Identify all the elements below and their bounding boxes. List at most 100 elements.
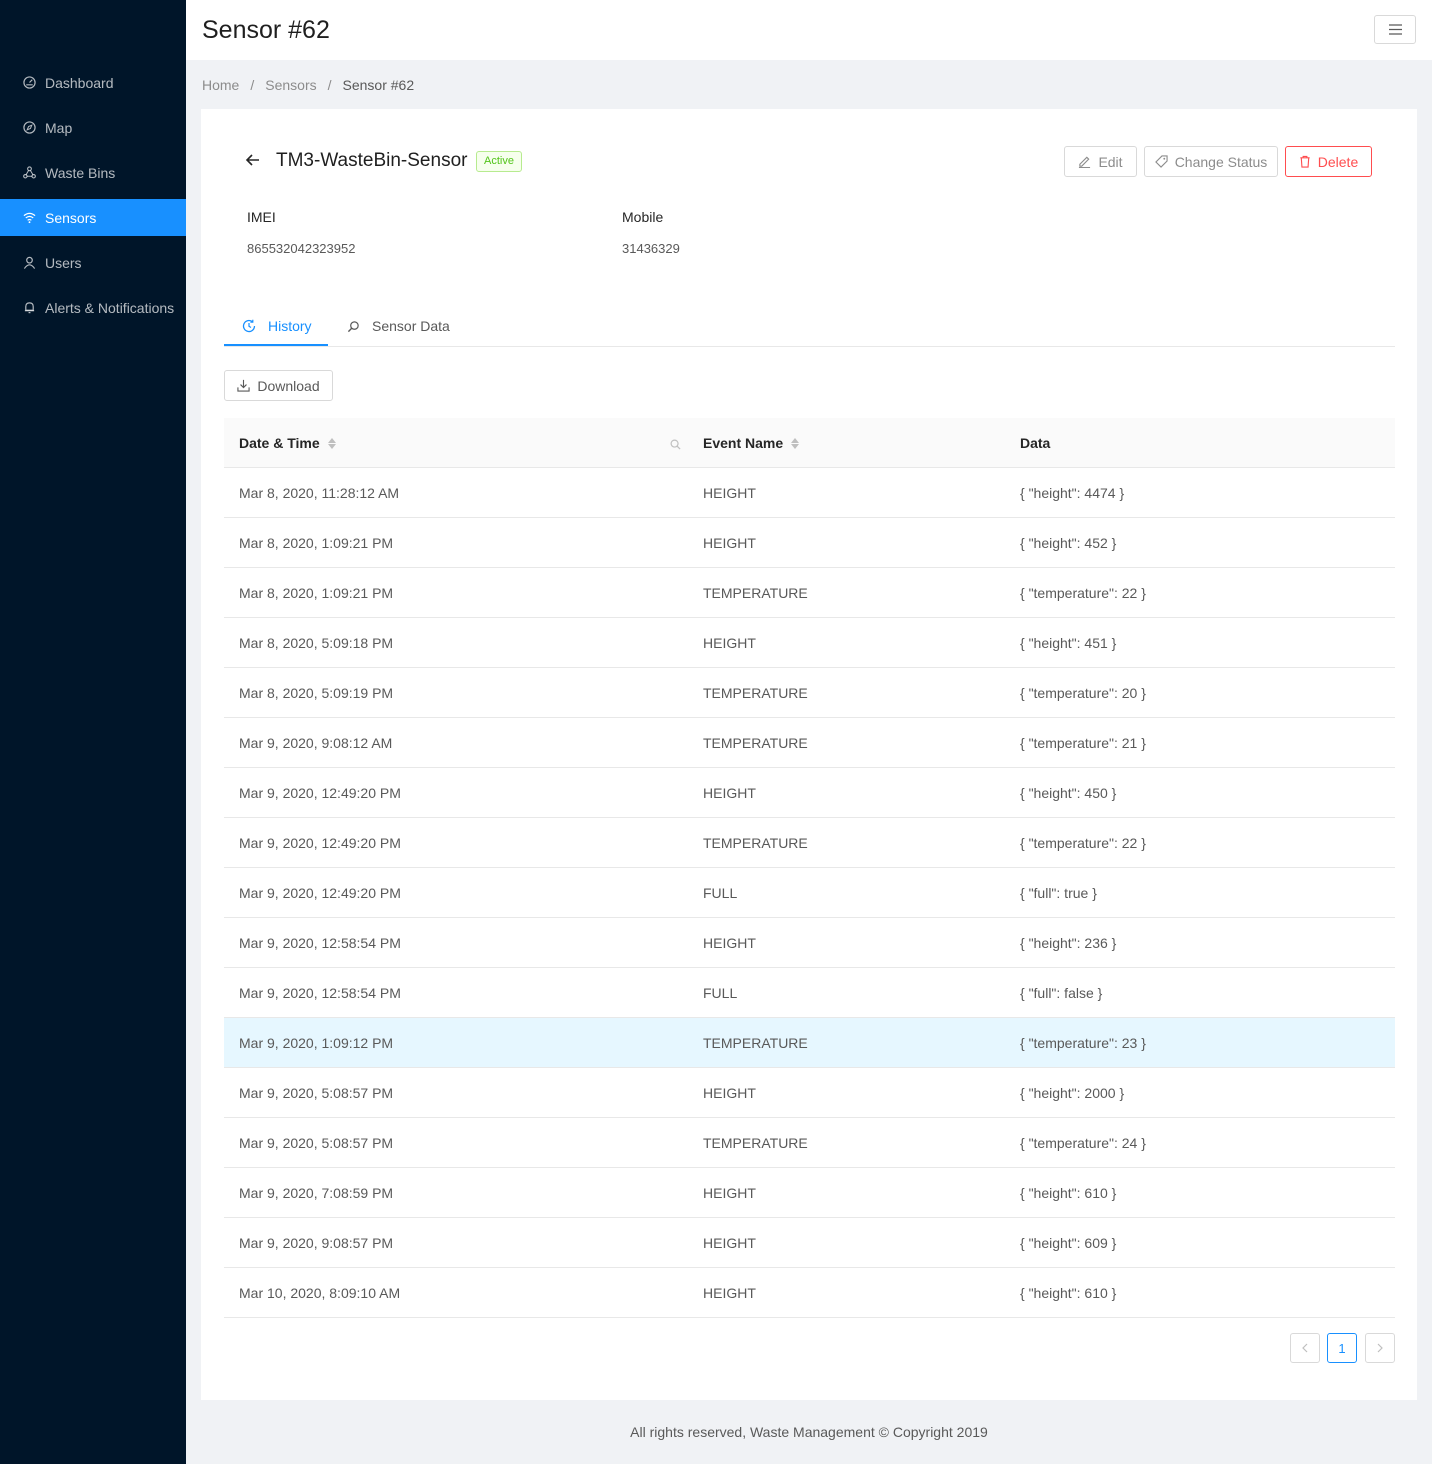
cell-event-name: HEIGHT: [703, 1235, 756, 1251]
pagination-prev-button[interactable]: [1290, 1333, 1320, 1363]
breadcrumb: Home / Sensors / Sensor #62: [202, 77, 414, 93]
change-status-label: Change Status: [1174, 153, 1268, 170]
column-header-label: Data: [1020, 435, 1051, 451]
pagination-next-button[interactable]: [1365, 1333, 1395, 1363]
sidebar-item-label: Dashboard: [45, 74, 114, 91]
edit-button[interactable]: Edit: [1064, 146, 1137, 177]
cell-event-name: HEIGHT: [703, 485, 756, 501]
sidebar-item-dashboard[interactable]: Dashboard: [0, 64, 186, 101]
sidebar-item-sensors[interactable]: Sensors: [0, 199, 186, 236]
download-button[interactable]: Download: [224, 370, 333, 401]
cell-date-time: Mar 9, 2020, 5:08:57 PM: [239, 1135, 394, 1151]
cell-data: { "height": 610 }: [1020, 1285, 1117, 1301]
cell-data: { "temperature": 22 }: [1020, 585, 1146, 601]
sidebar-item-label: Sensors: [45, 209, 97, 226]
bell-icon: [22, 301, 36, 315]
cell-date-time: Mar 9, 2020, 12:49:20 PM: [239, 885, 401, 901]
tab-sensor-data-label: Sensor Data: [372, 318, 450, 334]
column-header-label: Date & Time: [239, 435, 320, 451]
delete-button[interactable]: Delete: [1285, 146, 1372, 177]
footer: All rights reserved, Waste Management © …: [630, 1424, 988, 1440]
cell-data: { "height": 236 }: [1020, 935, 1117, 951]
history-icon: [242, 319, 256, 333]
page-title: Sensor #62: [202, 15, 330, 44]
pagination-page-1[interactable]: 1: [1327, 1333, 1357, 1363]
imei-value: 865532042323952: [247, 241, 356, 256]
cluster-icon: [22, 166, 36, 180]
table-row[interactable]: Mar 9, 2020, 12:49:20 PM FULL { "full": tr…: [224, 868, 1395, 918]
sidebar-item-label: Map: [45, 119, 73, 136]
table-row[interactable]: Mar 9, 2020, 12:49:20 PM TEMPERATURE { "te…: [224, 818, 1395, 868]
sidebar-item-alerts[interactable]: Alerts & Notifications: [0, 289, 186, 326]
compass-icon: [22, 121, 36, 135]
active-tab-indicator: [224, 344, 328, 346]
cell-date-time: Mar 10, 2020, 8:09:10 AM: [239, 1285, 401, 1301]
table-row[interactable]: Mar 9, 2020, 9:08:57 PM HEIGHT { "height":…: [224, 1218, 1395, 1268]
change-status-button[interactable]: Change Status: [1144, 146, 1278, 177]
table-row[interactable]: Mar 8, 2020, 11:28:12 AM HEIGHT { "height"…: [224, 468, 1395, 518]
cell-date-time: Mar 9, 2020, 5:08:57 PM: [239, 1085, 394, 1101]
mobile-value: 31436329: [622, 241, 680, 256]
column-header-event-name[interactable]: Event Name: [703, 418, 800, 468]
imei-label: IMEI: [247, 209, 276, 225]
cell-data: { "height": 4474 }: [1020, 485, 1125, 501]
tab-history-label: History: [268, 318, 312, 334]
cell-event-name: HEIGHT: [703, 1185, 756, 1201]
column-header-data: Data: [1020, 418, 1050, 468]
cell-event-name: FULL: [703, 885, 738, 901]
cell-date-time: Mar 9, 2020, 1:09:12 PM: [239, 1035, 394, 1051]
sort-icon[interactable]: [791, 437, 800, 449]
cell-event-name: TEMPERATURE: [703, 835, 808, 851]
breadcrumb-sensors[interactable]: Sensors: [265, 77, 317, 93]
table-header: Date & Time Event Name Data: [224, 418, 1395, 468]
table-row[interactable]: Mar 8, 2020, 1:09:21 PM HEIGHT { "height":…: [224, 518, 1395, 568]
table-row[interactable]: Mar 9, 2020, 9:08:12 AM TEMPERATURE { "tem…: [224, 718, 1395, 768]
cell-data: { "temperature": 24 }: [1020, 1135, 1146, 1151]
sort-icon[interactable]: [327, 437, 336, 449]
table-row[interactable]: Mar 9, 2020, 12:58:54 PM HEIGHT { "height"…: [224, 918, 1395, 968]
menu-toggle-button[interactable]: [1374, 15, 1416, 44]
tab-bar: History Sensor Data: [224, 305, 1395, 347]
table-row[interactable]: Mar 8, 2020, 5:09:19 PM TEMPERATURE { "tem…: [224, 668, 1395, 718]
sidebar: Dashboard Map Waste Bins Sensors Users: [0, 0, 186, 1464]
wifi-icon: [22, 211, 36, 225]
sidebar-item-users[interactable]: Users: [0, 244, 186, 281]
cell-data: { "height": 452 }: [1020, 535, 1117, 551]
back-arrow-icon[interactable]: [245, 152, 261, 171]
cell-data: { "height": 450 }: [1020, 785, 1117, 801]
table-row[interactable]: Mar 9, 2020, 12:49:20 PM HEIGHT { "height"…: [224, 768, 1395, 818]
sidebar-item-label: Users: [45, 254, 82, 271]
search-icon[interactable]: [670, 437, 681, 453]
history-table: Date & Time Event Name Data Mar 8, 20: [224, 418, 1395, 1318]
chevron-left-icon: [1302, 1343, 1308, 1353]
table-row[interactable]: Mar 8, 2020, 1:09:21 PM TEMPERATURE { "tem…: [224, 568, 1395, 618]
table-row[interactable]: Mar 10, 2020, 8:09:10 AM HEIGHT { "height"…: [224, 1268, 1395, 1318]
sidebar-item-waste-bins[interactable]: Waste Bins: [0, 154, 186, 191]
table-row[interactable]: Mar 9, 2020, 7:08:59 PM HEIGHT { "height":…: [224, 1168, 1395, 1218]
sidebar-item-label: Alerts & Notifications: [45, 299, 175, 316]
cell-date-time: Mar 9, 2020, 7:08:59 PM: [239, 1185, 394, 1201]
tab-sensor-data[interactable]: Sensor Data: [347, 305, 450, 347]
table-body: Mar 8, 2020, 11:28:12 AM HEIGHT { "height"…: [224, 468, 1395, 1318]
breadcrumb-current: Sensor #62: [342, 77, 415, 93]
tab-history[interactable]: History: [242, 305, 312, 347]
column-header-date-time[interactable]: Date & Time: [239, 418, 336, 468]
cell-data: { "height": 2000 }: [1020, 1085, 1125, 1101]
cell-date-time: Mar 9, 2020, 12:58:54 PM: [239, 935, 401, 951]
table-row[interactable]: Mar 9, 2020, 5:08:57 PM HEIGHT { "height":…: [224, 1068, 1395, 1118]
cell-date-time: Mar 9, 2020, 9:08:12 AM: [239, 735, 393, 751]
cell-event-name: FULL: [703, 985, 738, 1001]
sidebar-menu: Dashboard Map Waste Bins Sensors Users: [0, 64, 186, 334]
download-button-label: Download: [257, 377, 320, 394]
trash-icon: [1300, 155, 1310, 168]
table-row[interactable]: Mar 9, 2020, 12:58:54 PM FULL { "full": fa…: [224, 968, 1395, 1018]
cell-date-time: Mar 8, 2020, 5:09:18 PM: [239, 635, 394, 651]
table-row[interactable]: Mar 9, 2020, 1:09:12 PM TEMPERATURE { "tem…: [224, 1018, 1395, 1068]
sidebar-item-map[interactable]: Map: [0, 109, 186, 146]
table-row[interactable]: Mar 8, 2020, 5:09:18 PM HEIGHT { "height":…: [224, 618, 1395, 668]
breadcrumb-separator: /: [250, 77, 255, 93]
breadcrumb-home[interactable]: Home: [202, 77, 240, 93]
dashboard-icon: [22, 76, 36, 90]
table-row[interactable]: Mar 9, 2020, 5:08:57 PM TEMPERATURE { "tem…: [224, 1118, 1395, 1168]
delete-button-label: Delete: [1317, 153, 1359, 170]
